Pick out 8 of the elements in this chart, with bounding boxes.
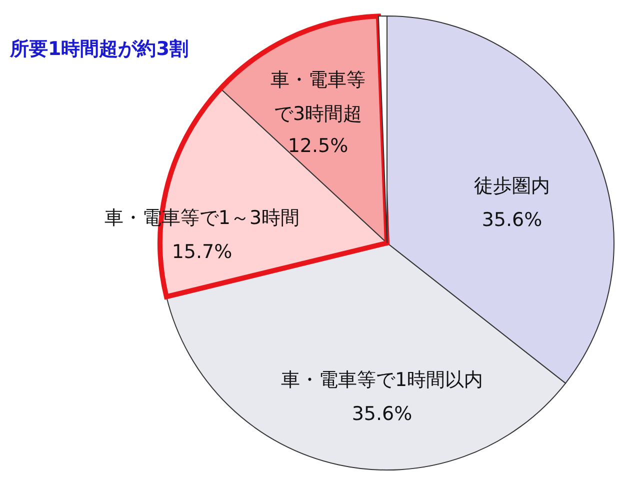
- data-label: 35.6%: [352, 403, 412, 425]
- data-label: 15.7%: [172, 241, 232, 263]
- slice-label: 車・電車等で1時間以内: [280, 369, 484, 391]
- data-label: 12.5%: [288, 135, 348, 157]
- slice-label: 車・電車等で3時間超: [270, 69, 366, 125]
- text: 所要1時間超が約3割: [9, 38, 188, 60]
- slice-label: 徒歩圏内: [474, 175, 550, 197]
- data-label: 35.6%: [482, 209, 542, 231]
